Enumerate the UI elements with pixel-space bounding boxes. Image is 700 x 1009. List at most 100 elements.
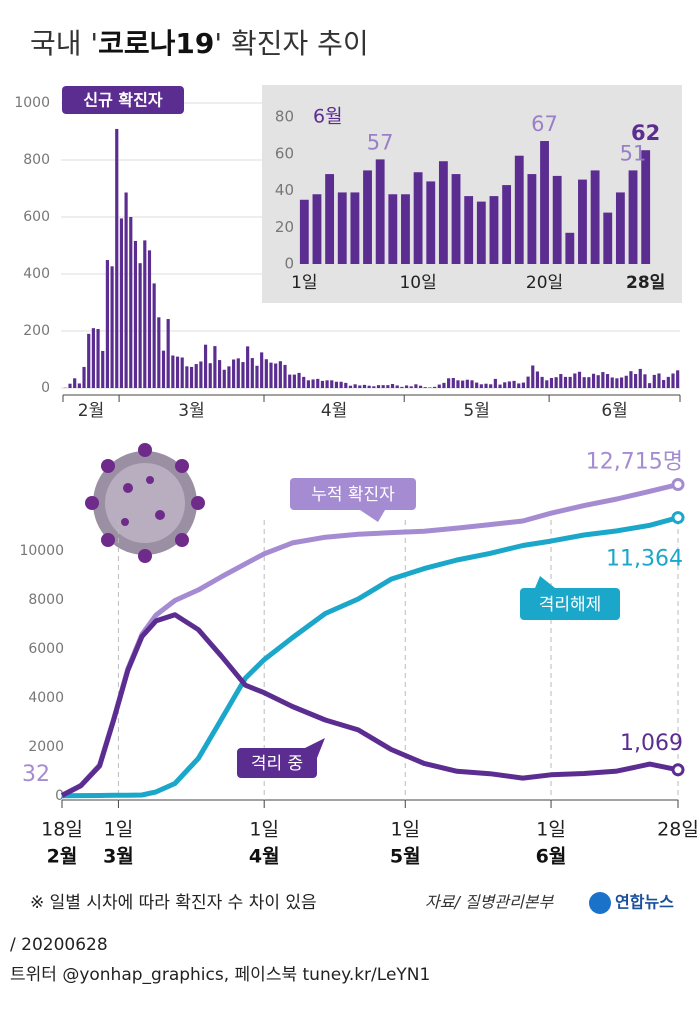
series-name: 누적 확진자	[311, 485, 395, 505]
bar	[386, 385, 390, 388]
bar	[433, 386, 437, 388]
source: 자료/ 질병관리본부	[425, 893, 555, 912]
bar	[549, 378, 554, 388]
x-tick-month: 4월	[249, 846, 280, 868]
y-tick-label: 6000	[28, 641, 64, 657]
bar	[535, 371, 540, 388]
bar	[438, 161, 448, 264]
bar	[227, 366, 231, 388]
bar	[334, 381, 339, 388]
bar	[350, 192, 360, 264]
bar	[166, 319, 170, 388]
bar	[615, 378, 619, 388]
bar	[119, 218, 124, 388]
virus-spikes	[85, 443, 205, 563]
x-tick-month: 2월	[47, 846, 78, 868]
y-tick-label: 60	[275, 144, 294, 162]
bar	[545, 380, 549, 388]
y-tick-label: 8000	[28, 592, 64, 608]
bar	[479, 384, 483, 388]
bar	[428, 387, 432, 388]
bar	[73, 378, 77, 388]
period-label: 6월	[313, 106, 343, 128]
y-tick-label: 2000	[28, 739, 64, 755]
bar	[292, 374, 296, 388]
bar	[559, 374, 563, 388]
value-label: 57	[367, 130, 394, 154]
bar	[514, 155, 524, 264]
social: 트위터 @yonhap_graphics, 페이스북 tuney.kr/LeYN…	[10, 965, 430, 985]
bar	[540, 376, 544, 388]
bar	[676, 370, 680, 388]
bar	[418, 385, 423, 388]
bar	[208, 363, 212, 388]
x-tick-label: 18일	[41, 819, 83, 841]
bar	[194, 364, 198, 388]
bar	[603, 212, 613, 264]
bar	[413, 172, 423, 264]
title-emphasis: 코로나19	[98, 27, 214, 60]
y-tick-label: 0	[284, 255, 294, 273]
legend-badge	[62, 86, 184, 114]
x-tick-label: 1일	[291, 273, 317, 293]
cumulative-chart: 0 2000 4000 6000 8000 10000 18일 2월 1일 3월 1일 4월 1일 5월 1…	[19, 449, 698, 867]
bar	[489, 196, 499, 264]
x-tick-label: 4월	[321, 401, 347, 421]
bar	[283, 364, 287, 388]
bar	[381, 385, 385, 388]
series-name: 격리해제	[539, 595, 602, 615]
y-tick-label: 40	[275, 181, 294, 199]
bar	[157, 317, 161, 388]
bar	[320, 380, 325, 388]
x-tick-label: 2월	[78, 401, 104, 421]
x-tick-label: 20일	[526, 273, 563, 293]
bar	[565, 232, 575, 264]
bar	[138, 263, 142, 388]
bar	[573, 373, 577, 388]
callout-box	[520, 588, 620, 620]
bar	[638, 368, 642, 388]
bar	[232, 359, 236, 388]
bar	[302, 376, 306, 388]
bar	[552, 175, 562, 264]
bar	[596, 375, 600, 388]
bar	[666, 376, 670, 388]
y-tick-label: 20	[275, 218, 294, 236]
bar	[344, 382, 348, 388]
bar	[325, 380, 329, 388]
y-tick-label: 1000	[14, 95, 50, 111]
bar	[199, 361, 203, 388]
bar	[161, 350, 166, 388]
virus-illustration	[85, 443, 205, 563]
bar	[96, 329, 100, 388]
callout-box	[290, 478, 416, 510]
y-tick-label: 4000	[28, 690, 64, 706]
bar	[363, 170, 372, 264]
bar	[590, 170, 600, 264]
y-tick-label: 800	[23, 152, 50, 168]
x-tick-label: 1일	[104, 819, 134, 841]
bar	[401, 194, 410, 264]
bar	[330, 380, 334, 388]
bar	[250, 358, 254, 388]
bar	[110, 266, 114, 388]
bar	[507, 381, 511, 388]
bar	[409, 386, 413, 388]
bar	[451, 378, 455, 388]
bar	[517, 383, 521, 388]
bar	[339, 381, 343, 388]
bar	[540, 141, 549, 264]
bar	[461, 380, 465, 388]
bar	[470, 380, 474, 388]
y-tick-label: 200	[23, 323, 50, 339]
bar	[171, 355, 175, 388]
bar	[213, 346, 217, 388]
bar	[388, 194, 398, 264]
x-tick-label: 10일	[399, 273, 436, 293]
bar	[404, 385, 409, 388]
end-marker	[671, 511, 685, 525]
bar	[619, 377, 624, 388]
bar	[278, 361, 282, 388]
x-tick-month: 3월	[103, 846, 134, 868]
bar	[325, 174, 335, 264]
